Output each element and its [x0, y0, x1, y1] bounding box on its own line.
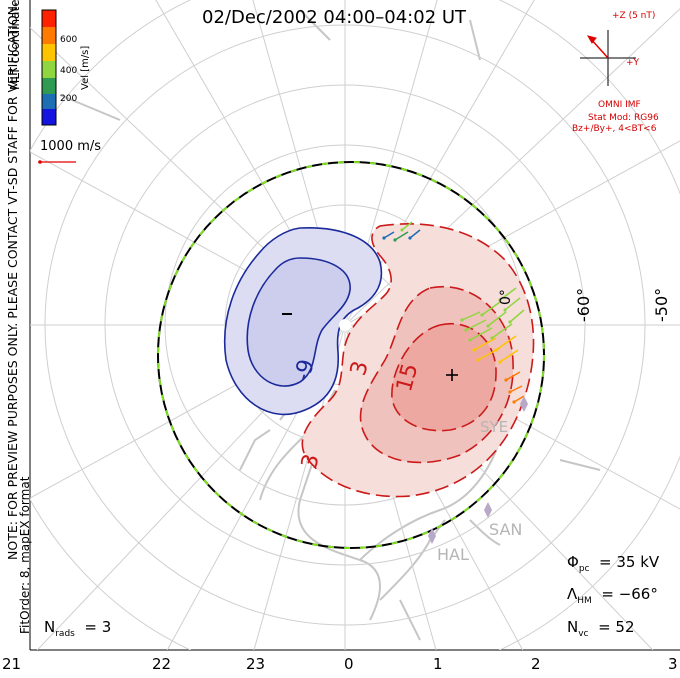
stat-nvc-value: = 52 [598, 618, 635, 636]
stat-nrads-value: = 3 [84, 618, 112, 636]
stat-nvc-symbol: N [567, 618, 579, 636]
lat-label-60: -60° [574, 287, 593, 322]
velocity-vectors [382, 221, 525, 404]
colorbar-tick-200: 200 [60, 94, 78, 104]
color-bar [41, 9, 57, 126]
mlt-label-23: 23 [246, 655, 266, 673]
imf-dial [580, 30, 636, 86]
stat-num-radars: Nrads = 3 [44, 618, 111, 639]
stat-phi-value: = 35 kV [599, 553, 660, 571]
vector-scale-arrow [38, 160, 76, 164]
positive-potential-cell [301, 223, 535, 498]
imf-condition: Bz+/By+, 4<BT<6 [572, 124, 657, 134]
stat-cross-polar-potential: Φpc = 35 kV [567, 553, 659, 574]
vector-scale-label: 1000 m/s [40, 139, 102, 154]
stat-phi-symbol: Φ [567, 553, 579, 571]
fit-order-note: FitOrder: 8, mapEX format [18, 476, 32, 634]
colorbar-tick-400: 400 [60, 66, 78, 76]
stat-hm-latitude: ΛHM = −66° [567, 585, 658, 606]
imf-source: OMNI IMF [598, 100, 641, 110]
stat-nrads-symbol: N [44, 618, 56, 636]
coastline-layer [59, 9, 601, 641]
stat-nvc-sub: vc [578, 629, 589, 639]
colorbar-tick-600: 600 [60, 35, 78, 45]
mlt-label-0: 0 [344, 655, 354, 673]
mlt-label-3: 3 [668, 655, 678, 673]
lat-label-0: 0° [498, 289, 514, 305]
stat-num-vectors: Nvc = 52 [567, 618, 635, 639]
imf-y-label: +Y [626, 58, 640, 68]
mlt-label-2: 2 [531, 655, 541, 673]
station-label-hal: HAL [437, 545, 469, 564]
stat-lambda-value: = −66° [601, 585, 658, 603]
stat-lambda-symbol: Λ [567, 585, 578, 603]
stat-lambda-sub: HM [577, 596, 592, 606]
lat-label-50: -50° [652, 287, 671, 322]
mlt-label-22: 22 [152, 655, 172, 673]
imf-z-label: +Z (5 nT) [612, 11, 656, 21]
colorbar-label: Vel [m/s] [80, 45, 91, 90]
negative-inner-contour [246, 257, 351, 387]
stat-nrads-sub: rads [55, 629, 75, 639]
imf-model: Stat Mod: RG96 [588, 113, 659, 123]
station-markers [428, 396, 528, 544]
mlt-label-21: 21 [2, 655, 22, 673]
map-title: 02/Dec/2002 04:00–04:02 UT [202, 7, 467, 28]
negative-potential-cell [223, 227, 383, 416]
mlt-label-1: 1 [433, 655, 443, 673]
stat-phi-sub: pc [578, 564, 590, 574]
pole-marker [339, 319, 351, 331]
station-label-sye: SYE [480, 418, 509, 436]
positive-inner-contour [391, 322, 497, 432]
station-label-san: SAN [489, 520, 523, 539]
